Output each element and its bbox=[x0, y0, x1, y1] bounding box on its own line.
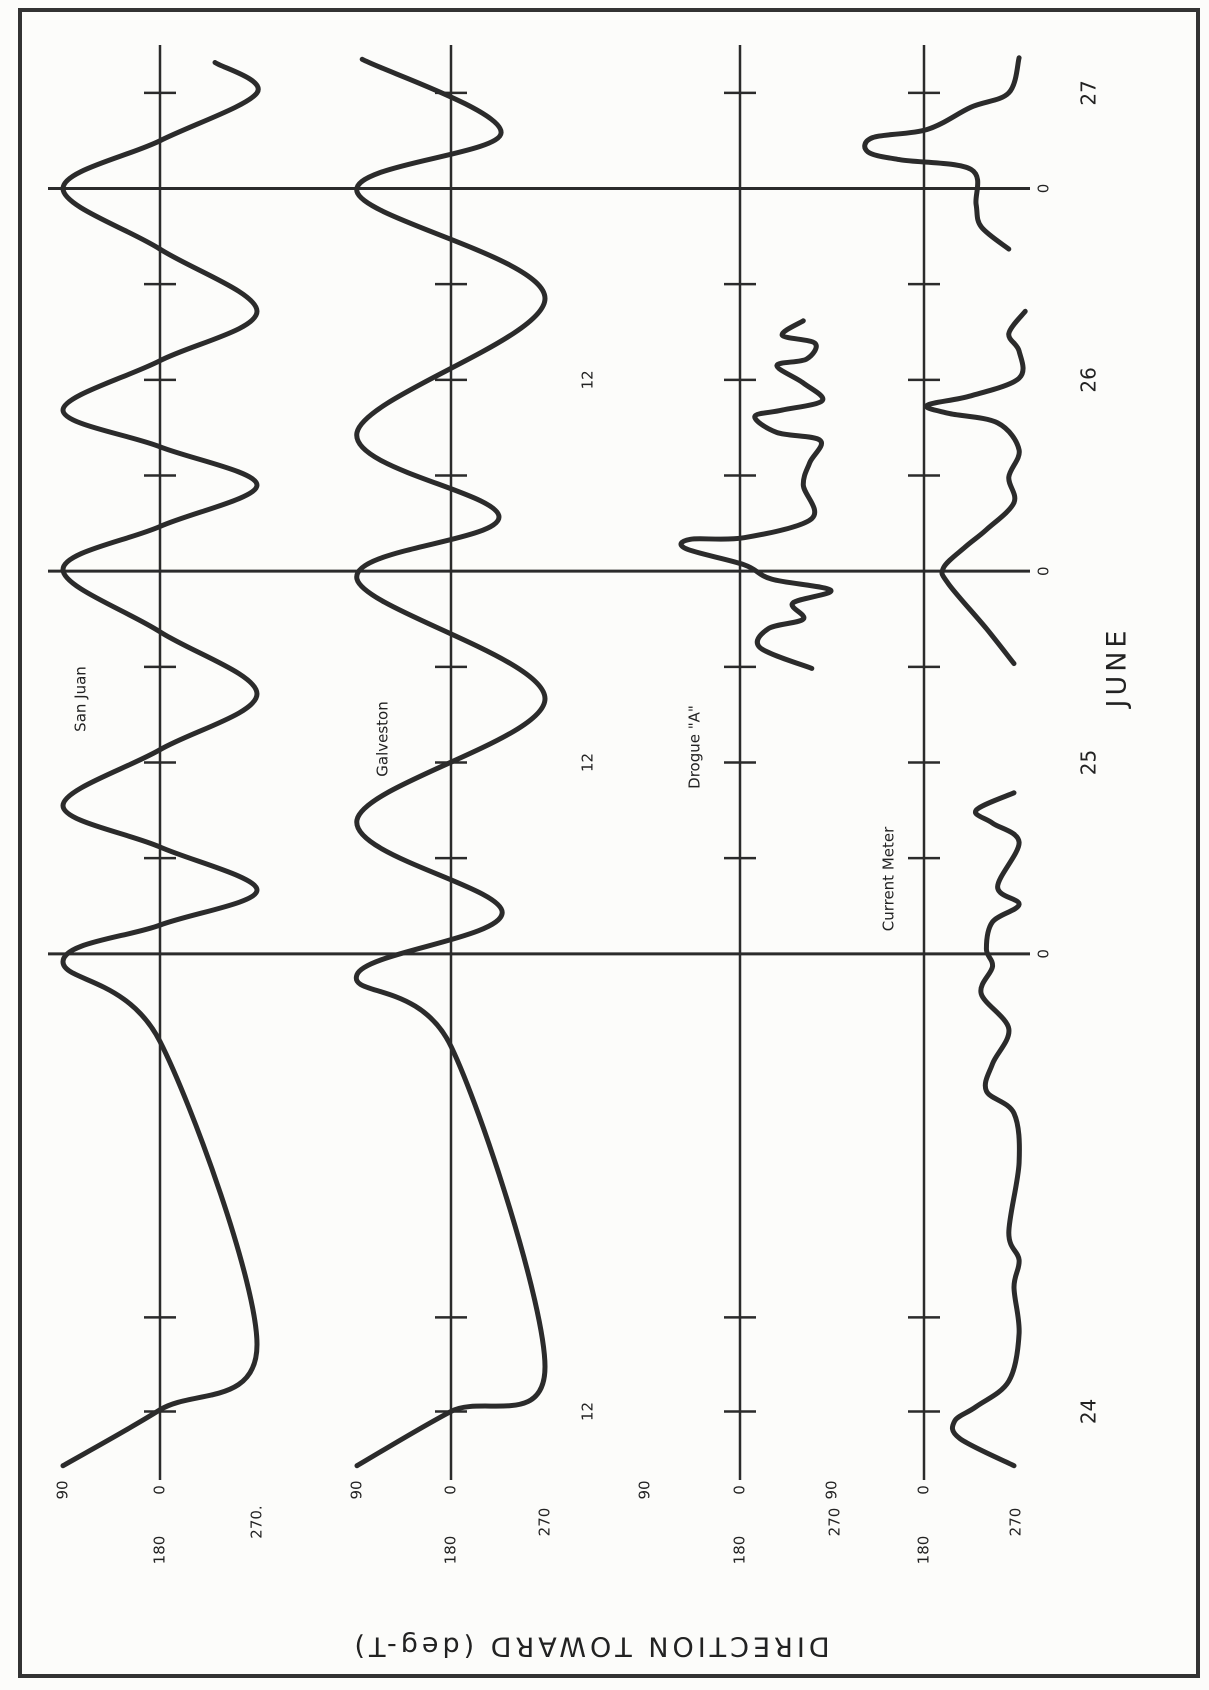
day-line-label: 0 bbox=[1035, 184, 1053, 194]
series-label: Current Meter bbox=[880, 826, 898, 931]
y-tick-label: 0 bbox=[151, 1485, 169, 1495]
day-line-label: 0 bbox=[1035, 566, 1053, 576]
day-label: 25 bbox=[1077, 750, 1101, 775]
half-day-label: 12 bbox=[579, 1402, 597, 1421]
series-label: San Juan bbox=[72, 666, 90, 732]
y-tick-label: 90 bbox=[348, 1480, 366, 1499]
half-day-label: 12 bbox=[579, 370, 597, 389]
series-line bbox=[353, 56, 548, 1469]
y-tick-label: 180 bbox=[731, 1536, 749, 1565]
y-tick-label: 180 bbox=[915, 1536, 933, 1565]
y-tick-label: 0 bbox=[915, 1485, 933, 1495]
series-line bbox=[862, 55, 1028, 1469]
y-tick-label: 270 bbox=[1007, 1508, 1025, 1537]
frame bbox=[18, 8, 1200, 1678]
series-line bbox=[60, 60, 261, 1469]
day-label: 27 bbox=[1077, 80, 1101, 105]
y-tick-label: 0 bbox=[731, 1485, 749, 1495]
series-label: Drogue "A" bbox=[686, 705, 704, 789]
day-line-label: 0 bbox=[1035, 949, 1053, 959]
y-tick-label: 90 bbox=[636, 1480, 654, 1499]
x-axis-title: JUNE bbox=[1102, 627, 1133, 710]
day-label: 26 bbox=[1077, 367, 1101, 392]
y-tick-label: 90 bbox=[823, 1480, 841, 1499]
y-tick-label: 180 bbox=[151, 1536, 169, 1565]
y-tick-label: 270 bbox=[826, 1508, 844, 1537]
series-label: Galveston bbox=[374, 701, 392, 776]
y-tick-label: 0 bbox=[442, 1485, 460, 1495]
day-label: 24 bbox=[1077, 1399, 1101, 1424]
y-tick-label: 180 bbox=[442, 1536, 460, 1565]
y-axis-title: DIRECTION TOWARD (deg-T) bbox=[350, 1631, 829, 1662]
y-tick-label: 270 bbox=[536, 1508, 554, 1537]
half-day-label: 12 bbox=[579, 753, 597, 772]
series-line bbox=[678, 318, 834, 671]
y-tick-label: 90 bbox=[54, 1480, 72, 1499]
y-tick-label: 270. bbox=[248, 1505, 266, 1538]
